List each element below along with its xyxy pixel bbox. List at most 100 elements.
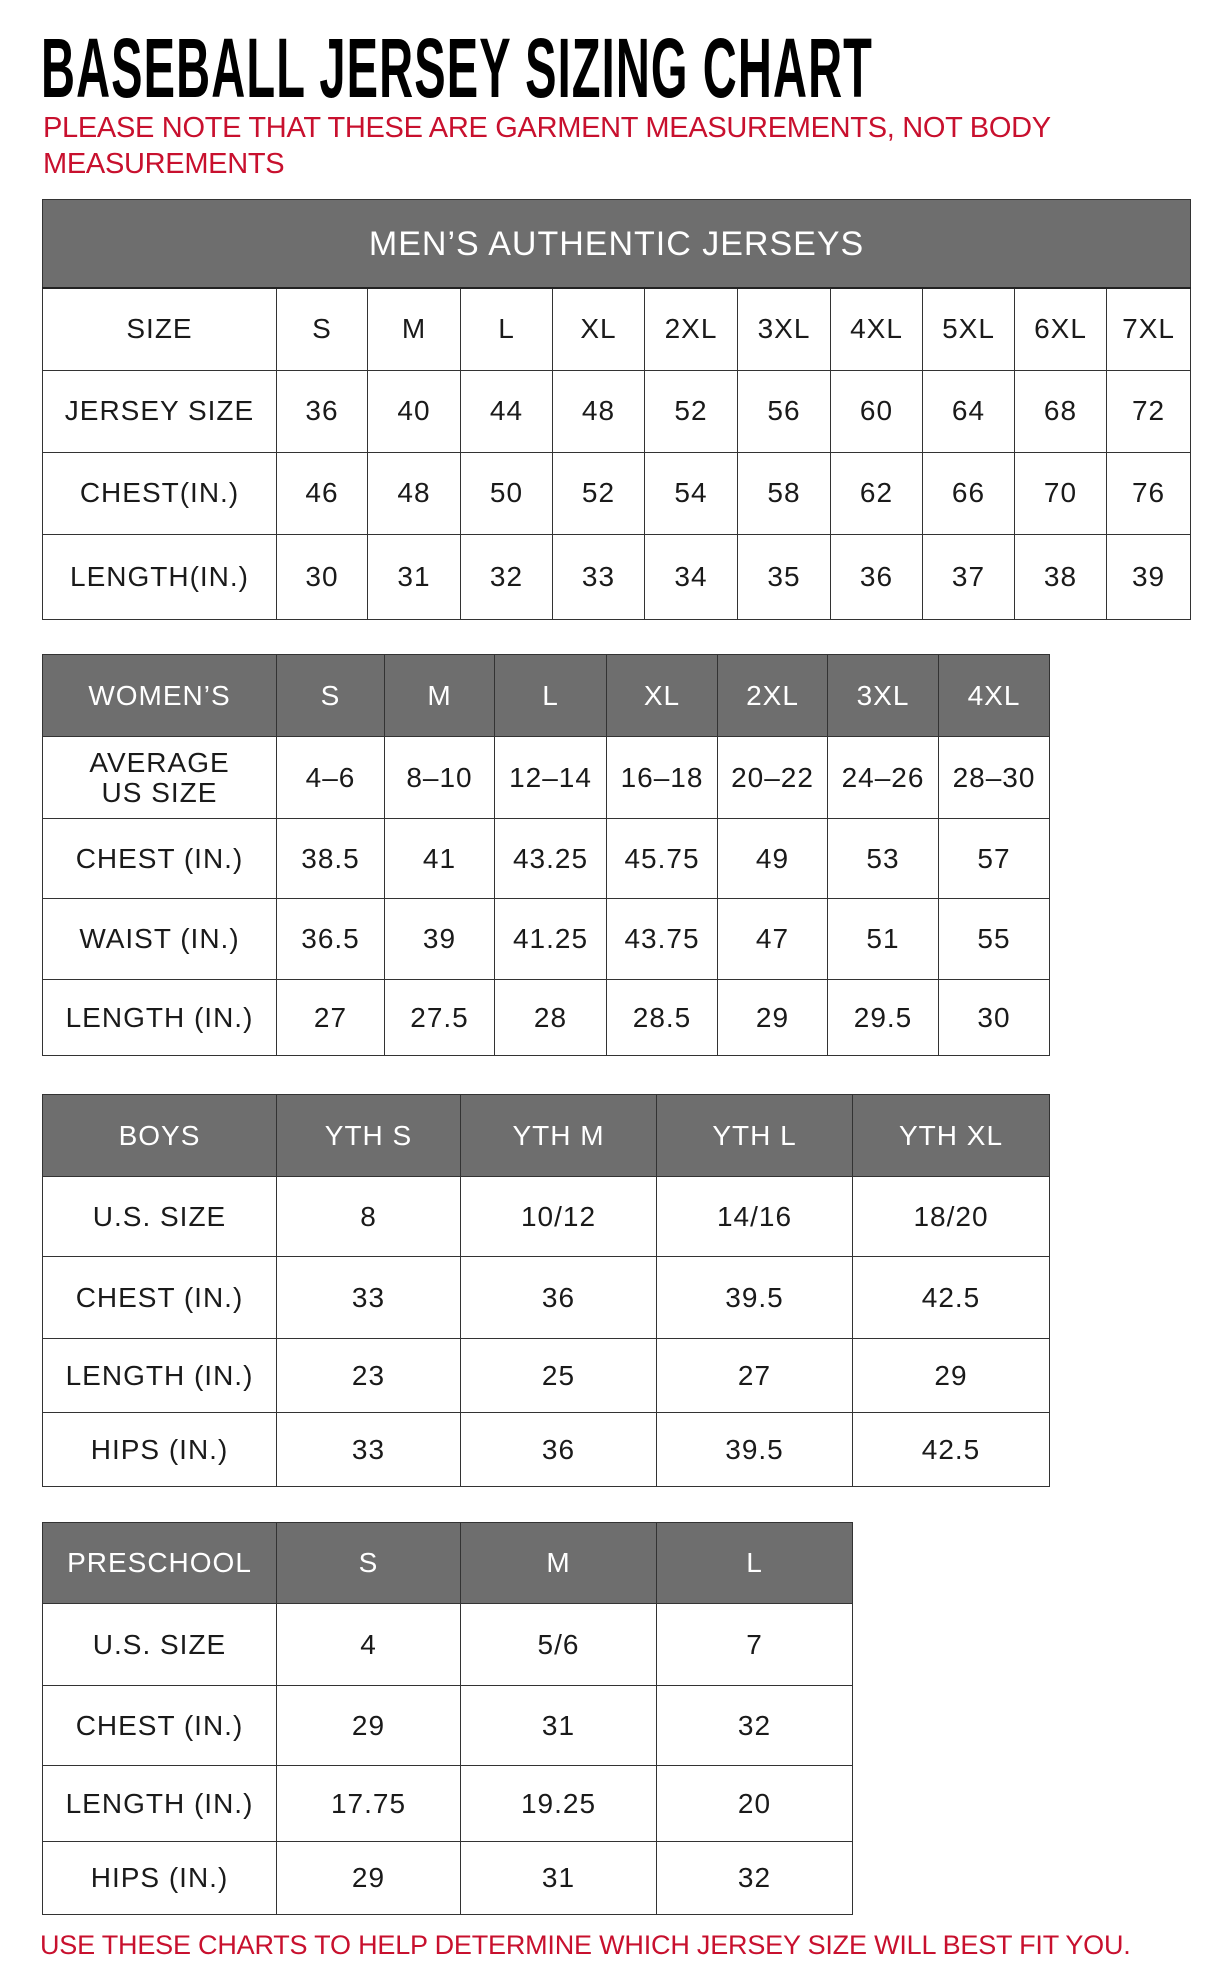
measurement-value: 49 xyxy=(717,818,828,899)
measurement-value: 39.5 xyxy=(656,1412,853,1487)
measurement-label: HIPS (IN.) xyxy=(42,1412,277,1487)
measurement-value: 42.5 xyxy=(852,1256,1050,1339)
measurement-value: 18/20 xyxy=(852,1176,1050,1257)
size-column-header: L xyxy=(460,287,553,371)
measurement-value: 36 xyxy=(276,369,368,453)
measurement-value: 39 xyxy=(1105,533,1192,620)
measurement-value: 34 xyxy=(644,533,738,620)
header-row: SIZE S M L XL 2XL 3XL 4XL 5XL 6XL 7XL xyxy=(42,287,1192,371)
measurement-value: 56 xyxy=(737,369,831,453)
table-row: CHEST (IN.) 29 31 32 xyxy=(42,1685,853,1766)
measurement-value: 23 xyxy=(276,1338,461,1413)
measurement-value: 41.25 xyxy=(494,898,607,980)
table-label-header: WOMEN’S xyxy=(42,654,277,737)
measurement-value: 37 xyxy=(922,533,1015,620)
size-column-header: XL xyxy=(606,654,718,737)
measurement-value: 28–30 xyxy=(938,736,1050,819)
measurement-value: 30 xyxy=(938,979,1050,1056)
measurement-value: 10/12 xyxy=(460,1176,657,1257)
measurement-value: 20 xyxy=(656,1765,853,1842)
table-row: CHEST (IN.) 38.5 41 43.25 45.75 49 53 57 xyxy=(42,818,1050,899)
measurement-value: 38.5 xyxy=(276,818,385,899)
measurement-value: 36 xyxy=(460,1256,657,1339)
size-column-header: 7XL xyxy=(1105,287,1192,371)
measurement-value: 28 xyxy=(494,979,607,1056)
table-row: LENGTH (IN.) 27 27.5 28 28.5 29 29.5 30 xyxy=(42,979,1050,1056)
size-column-header: S xyxy=(276,1522,461,1604)
table-row: CHEST (IN.) 33 36 39.5 42.5 xyxy=(42,1256,1050,1339)
measurement-value: 43.75 xyxy=(606,898,718,980)
measurement-value: 28.5 xyxy=(606,979,718,1056)
mens-size-table: MEN’S AUTHENTIC JERSEYS SIZE S M L XL 2XL 3XL 4X… xyxy=(41,199,1192,620)
size-column-header: 2XL xyxy=(644,287,738,371)
table-caption: MEN’S AUTHENTIC JERSEYS xyxy=(41,199,1192,289)
measurement-label: LENGTH(IN.) xyxy=(42,533,277,620)
size-column-header: 5XL xyxy=(922,287,1015,371)
measurement-value: 36 xyxy=(460,1412,657,1487)
womens-size-table: WOMEN’S S M L XL 2XL 3XL 4XL AVERAGE US SIZE 4–6 8… xyxy=(42,654,1050,1056)
page-title: BASEBALL JERSEY SIZING CHART xyxy=(41,21,874,115)
measurement-value: 17.75 xyxy=(276,1765,461,1842)
measurement-label: LENGTH (IN.) xyxy=(42,1765,277,1842)
size-column-header: M xyxy=(460,1522,657,1604)
measurement-label: HIPS (IN.) xyxy=(42,1841,277,1915)
measurement-label: LENGTH (IN.) xyxy=(42,979,277,1056)
garment-note: PLEASE NOTE THAT THESE ARE GARMENT MEASU… xyxy=(43,112,1051,180)
size-column-header: 6XL xyxy=(1014,287,1107,371)
size-column-header: 3XL xyxy=(827,654,939,737)
measurement-value: 20–22 xyxy=(717,736,828,819)
measurement-label: U.S. SIZE xyxy=(42,1603,277,1686)
measurement-value: 29 xyxy=(276,1841,461,1915)
measurement-value: 33 xyxy=(276,1412,461,1487)
size-column-header: L xyxy=(656,1522,853,1604)
measurement-value: 14/16 xyxy=(656,1176,853,1257)
measurement-value: 50 xyxy=(460,451,553,535)
measurement-value: 32 xyxy=(460,533,553,620)
size-column-header: YTH XL xyxy=(852,1094,1050,1177)
table-row: LENGTH (IN.) 17.75 19.25 20 xyxy=(42,1765,853,1842)
measurement-value: 5/6 xyxy=(460,1603,657,1686)
size-column-header: 2XL xyxy=(717,654,828,737)
measurement-value: 36 xyxy=(830,533,923,620)
measurement-value: 58 xyxy=(737,451,831,535)
measurement-value: 31 xyxy=(367,533,461,620)
header-row: PRESCHOOL S M L xyxy=(42,1522,853,1604)
measurement-label: WAIST (IN.) xyxy=(42,898,277,980)
table-row: CHEST(IN.) 46 48 50 52 54 58 62 66 70 76 xyxy=(42,451,1192,535)
measurement-value: 76 xyxy=(1105,451,1192,535)
measurement-value: 55 xyxy=(938,898,1050,980)
measurement-value: 44 xyxy=(460,369,553,453)
measurement-value: 66 xyxy=(922,451,1015,535)
measurement-value: 38 xyxy=(1014,533,1107,620)
size-column-header: 3XL xyxy=(737,287,831,371)
table-label-header: PRESCHOOL xyxy=(42,1522,277,1604)
measurement-value: 8 xyxy=(276,1176,461,1257)
size-column-header: YTH L xyxy=(656,1094,853,1177)
size-column-header: XL xyxy=(552,287,645,371)
measurement-value: 4 xyxy=(276,1603,461,1686)
measurement-value: 70 xyxy=(1014,451,1107,535)
measurement-value: 32 xyxy=(656,1841,853,1915)
measurement-value: 12–14 xyxy=(494,736,607,819)
measurement-value: 25 xyxy=(460,1338,657,1413)
size-column-header: 4XL xyxy=(938,654,1050,737)
measurement-value: 51 xyxy=(827,898,939,980)
measurement-value: 40 xyxy=(367,369,461,453)
measurement-value: 68 xyxy=(1014,369,1107,453)
measurement-value: 32 xyxy=(656,1685,853,1766)
measurement-value: 27 xyxy=(276,979,385,1056)
measurement-value: 8–10 xyxy=(384,736,495,819)
table-row: LENGTH(IN.) 30 31 32 33 34 35 36 37 38 39 xyxy=(42,533,1192,620)
measurement-value: 39 xyxy=(384,898,495,980)
measurement-value: 57 xyxy=(938,818,1050,899)
footer-note: USE THESE CHARTS TO HELP DETERMINE WHICH… xyxy=(40,1930,1131,1960)
measurement-value: 47 xyxy=(717,898,828,980)
measurement-value: 48 xyxy=(552,369,645,453)
preschool-size-table: PRESCHOOL S M L U.S. SIZE 4 5/6 7 CHEST (IN.) 29 3… xyxy=(42,1522,853,1915)
measurement-value: 48 xyxy=(367,451,461,535)
measurement-value: 52 xyxy=(552,451,645,535)
table-label-header: BOYS xyxy=(42,1094,277,1177)
measurement-value: 7 xyxy=(656,1603,853,1686)
table-row: LENGTH (IN.) 23 25 27 29 xyxy=(42,1338,1050,1413)
measurement-value: 29 xyxy=(717,979,828,1056)
